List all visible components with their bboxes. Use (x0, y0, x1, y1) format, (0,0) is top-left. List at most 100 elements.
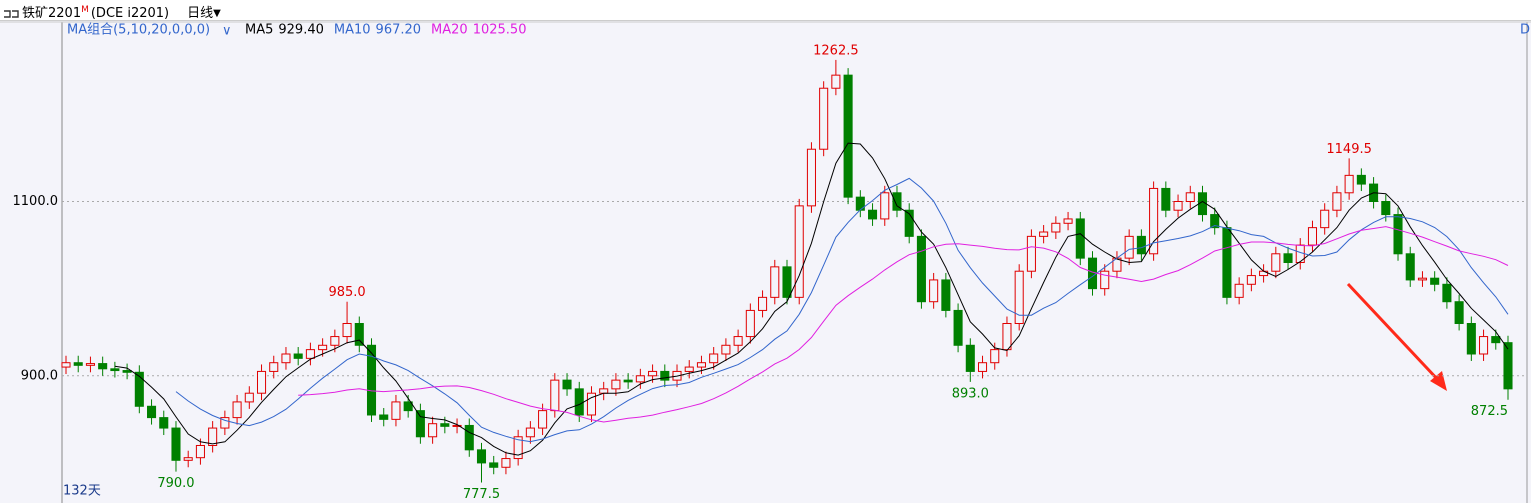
candle-body (293, 353, 303, 359)
extreme-label: 777.5 (463, 487, 500, 502)
candle-body (464, 424, 474, 451)
legend-caret: ∨ (222, 24, 232, 39)
candle-body (318, 344, 328, 351)
candle-body (122, 370, 132, 373)
candle-body (574, 388, 584, 416)
candle-body (843, 74, 853, 198)
candle-body (513, 436, 523, 460)
candle-body (366, 344, 377, 416)
candle-body (256, 370, 267, 394)
candle-body (916, 235, 926, 303)
candle-body (794, 205, 804, 298)
candle-body (1075, 218, 1085, 259)
candle-body (733, 336, 743, 346)
candle-body (342, 322, 352, 338)
candle-body (1417, 277, 1427, 281)
candle-body (171, 427, 181, 461)
candle-body (269, 362, 279, 372)
candle-body (147, 405, 157, 419)
corner-label: D (1520, 23, 1530, 38)
candle-body (868, 209, 878, 220)
candle-body (1173, 201, 1183, 211)
footer-label: 132天 (63, 484, 101, 499)
candle-body (1014, 270, 1024, 324)
flag: M (81, 5, 89, 15)
candle-body (1051, 222, 1061, 233)
candle-body (635, 375, 645, 383)
candle-body (586, 392, 597, 416)
candle-body (562, 379, 572, 390)
candle-body (1381, 201, 1391, 216)
extreme-label: 1262.5 (813, 43, 859, 58)
candle-body (806, 148, 816, 207)
period[interactable]: 日线 (187, 5, 214, 21)
symbol: 铁矿2201 (22, 5, 82, 21)
legend-value: 929.40 (278, 23, 324, 38)
candle-body (330, 336, 340, 346)
candle-body (220, 417, 230, 429)
candle-body (415, 410, 425, 438)
candle-body (684, 366, 694, 372)
link-icon (4, 10, 19, 18)
candle-body (476, 449, 487, 464)
candle-body (501, 458, 511, 468)
candle-body (354, 322, 364, 346)
candle-body (281, 353, 291, 364)
extreme-label: 893.0 (952, 386, 989, 401)
candle-body (977, 362, 988, 372)
candle-body (770, 266, 780, 298)
candle-body (880, 192, 890, 220)
candle-body (391, 401, 401, 420)
candle-body (953, 309, 963, 346)
candle-body (1124, 235, 1134, 259)
candle-body (1063, 218, 1073, 224)
candle-body (1405, 253, 1415, 281)
candle-body (965, 344, 975, 372)
toolbar: 铁矿2201M (DCE i2201) 日线▼ (0, 0, 1531, 21)
candle-body (1087, 257, 1098, 290)
candle-body (440, 423, 450, 427)
candle-body (1210, 214, 1220, 229)
candle-body (1356, 174, 1366, 185)
candle-body (721, 344, 731, 355)
candle-body (1026, 235, 1036, 272)
candle-body (709, 353, 719, 364)
candle-body (758, 296, 768, 311)
candle-body (1393, 214, 1403, 255)
candle-body (892, 192, 902, 211)
candle-body (1283, 253, 1293, 263)
candle-body (379, 414, 389, 420)
extreme-label: 872.5 (1471, 404, 1508, 419)
ma-line (175, 177, 1509, 443)
candle-body (1479, 336, 1489, 355)
ma-line (114, 142, 1509, 456)
candle-body (183, 457, 193, 461)
candle-body (831, 74, 841, 89)
candle-body (159, 417, 169, 429)
candle-body (623, 379, 633, 383)
candle-body (1320, 209, 1330, 229)
y-tick-label: 1100.0 (13, 194, 59, 209)
candle-body (538, 410, 548, 429)
candle-body (1430, 277, 1440, 285)
candle-body (550, 379, 560, 412)
extreme-label: 985.0 (328, 285, 365, 300)
ma-line (298, 226, 1509, 423)
legend-title[interactable]: MA组合(5,10,20,0,0,0) (67, 23, 210, 38)
candle-body (660, 370, 670, 381)
candle-body (599, 388, 609, 394)
candle-body (745, 309, 755, 338)
candle-body (819, 87, 829, 150)
dropdown-caret[interactable]: ▼ (213, 7, 221, 19)
candle-body (525, 427, 535, 438)
legend-value: 1025.50 (473, 23, 527, 38)
candle-body (1442, 283, 1452, 303)
candle-body (941, 279, 951, 311)
candle-body (1039, 231, 1049, 237)
extreme-label: 1149.5 (1326, 142, 1372, 157)
candle-body (61, 362, 71, 368)
candle-body (1161, 187, 1171, 211)
candle-body (929, 279, 939, 303)
candle-body (1222, 227, 1232, 298)
